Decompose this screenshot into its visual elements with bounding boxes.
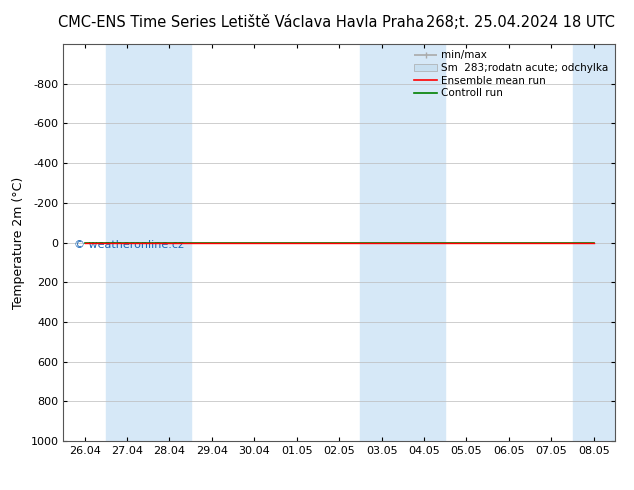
Y-axis label: Temperature 2m (°C): Temperature 2m (°C) [12,176,25,309]
Text: © weatheronline.cz: © weatheronline.cz [74,240,184,249]
Text: CMC-ENS Time Series Letiště Václava Havla Praha: CMC-ENS Time Series Letiště Václava Havl… [58,15,424,29]
Text: 268;t. 25.04.2024 18 UTC: 268;t. 25.04.2024 18 UTC [426,15,615,29]
Bar [360,44,445,441]
Bar [106,44,191,441]
Bar [573,44,615,441]
Legend: min/max, Sm  283;rodatn acute; odchylka, Ensemble mean run, Controll run: min/max, Sm 283;rodatn acute; odchylka, … [410,46,613,102]
